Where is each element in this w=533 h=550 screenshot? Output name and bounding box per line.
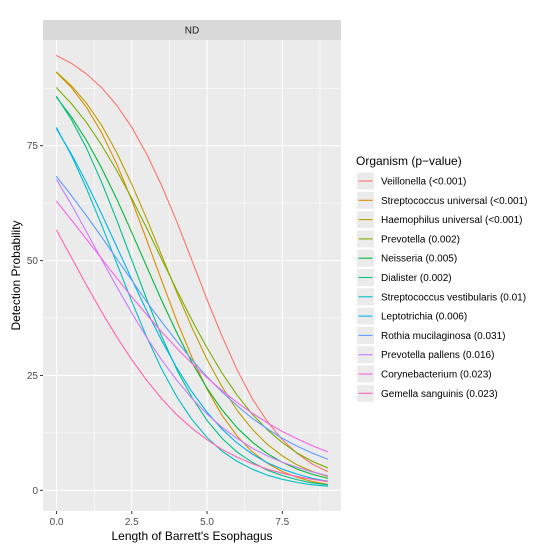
y-tick-label: 75 [27,141,39,152]
y-tick-label: 25 [27,371,39,382]
legend-item: Leptotrichia (0.006) [357,307,467,325]
legend-label: Prevotella pallens (0.016) [381,350,494,361]
y-axis: 0 25 50 75 [27,141,43,497]
plot-panel [43,40,341,511]
legend-item: Prevotella pallens (0.016) [357,346,494,364]
legend-background [352,151,528,413]
legend-label: Veillonella (<0.001) [381,177,466,188]
series-line-7 [55,127,329,487]
series-line-2 [55,72,329,485]
x-tick-label: 5.0 [200,517,214,528]
x-axis: 0.0 2.5 5.0 7.5 [50,511,290,528]
legend-label: Rothia mucilaginosa (0.031) [381,331,506,342]
legend-item: Dialister (0.002) [357,269,452,286]
series-line-12 [55,229,329,483]
series-line-1 [55,55,329,473]
y-tick-label: 0 [32,486,38,497]
series-line-4 [55,87,329,469]
legend-item: Neisseria (0.005) [357,249,457,267]
legend-item: Streptococcus vestibularis (0.01) [357,288,526,306]
legend-label: Leptotrichia (0.006) [381,312,467,323]
x-tick-label: 7.5 [275,517,289,528]
series-line-8 [55,128,329,482]
series-lines [55,55,329,487]
series-line-6 [55,95,329,486]
x-tick-label: 0.0 [50,517,64,528]
x-axis-title: Length of Barrett's Esophagus [111,529,272,543]
legend-label: Prevotella (0.002) [381,234,460,245]
series-line-9 [55,175,329,460]
legend-item: Gemella sanguinis (0.023) [357,384,498,402]
legend-label: Dialister (0.002) [381,273,452,284]
legend-label: Neisseria (0.005) [381,254,457,265]
y-axis-title: Detection Probability [9,220,23,330]
grid-major [43,40,341,511]
legend-label: Gemella sanguinis (0.023) [381,389,498,400]
legend-label: Haemophilus universal (<0.001) [381,215,522,226]
series-line-3 [55,71,329,478]
facet-strip [43,20,341,40]
legend: Veillonella (<0.001) Streptococcus univer… [357,172,527,402]
legend-item: Prevotella (0.002) [357,230,460,248]
y-tick-label: 50 [27,256,39,267]
x-tick-label: 2.5 [125,517,139,528]
legend-item: Rothia mucilaginosa (0.031) [357,326,506,344]
legend-label: Corynebacterium (0.023) [381,370,492,381]
series-line-10 [55,179,329,477]
series-line-11 [55,200,329,453]
legend-title: Organism (p−value) [356,154,462,168]
legend-label: Streptococcus universal (<0.001) [381,196,527,207]
legend-item: Corynebacterium (0.023) [357,365,492,383]
legend-item: Streptococcus universal (<0.001) [357,191,527,209]
legend-label: Streptococcus vestibularis (0.01) [381,292,526,303]
legend-item: Veillonella (<0.001) [357,172,466,190]
facet-strip-label: ND [185,26,199,37]
legend-item: Haemophilus universal (<0.001) [357,211,522,229]
